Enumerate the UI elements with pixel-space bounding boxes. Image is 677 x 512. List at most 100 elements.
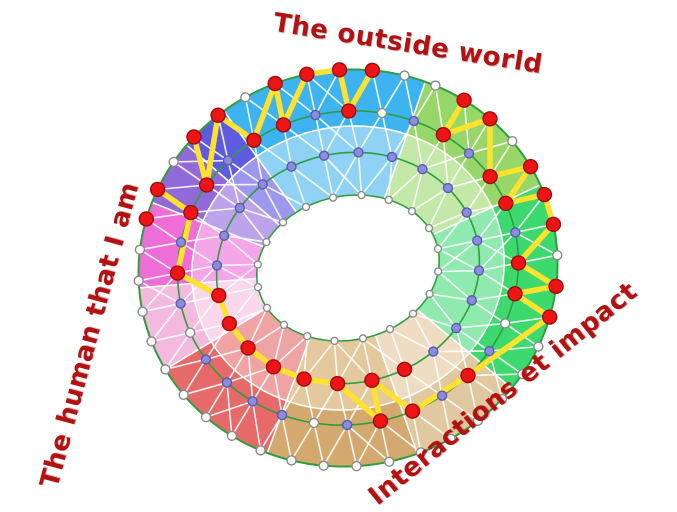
red-node-ring3-10 — [545, 216, 562, 233]
white-node-ring0-13 — [279, 320, 289, 330]
mesh-edge — [228, 286, 259, 325]
white-node-ring3-20 — [383, 456, 395, 467]
red-node-ring3-8 — [522, 158, 539, 175]
purple-node-ring2-20 — [247, 396, 258, 407]
mesh-edge — [231, 400, 254, 437]
red-node-ring2-16 — [372, 413, 389, 429]
mesh-edge — [437, 248, 480, 272]
purple-node-ring2-0 — [310, 109, 321, 121]
red-node-ring3-13 — [542, 309, 558, 325]
mesh-edge — [441, 395, 479, 422]
mesh-edge — [138, 280, 182, 305]
mesh-edge — [223, 235, 259, 266]
white-node-ring3-29 — [146, 336, 157, 347]
red-node-ring2-1 — [341, 103, 357, 119]
white-node-ring0-2 — [384, 195, 394, 205]
red-node-ring2-13 — [460, 367, 476, 384]
mesh-edge — [281, 414, 293, 461]
mesh-edge — [217, 115, 229, 161]
purple-node-ring2-8 — [510, 227, 521, 238]
white-node-ring2-18 — [308, 417, 320, 429]
mesh-edge — [216, 264, 259, 288]
white-node-ring3-31 — [133, 275, 144, 286]
red-node-ring2-25 — [169, 265, 186, 281]
mesh-edge — [332, 151, 360, 198]
mesh-edge — [437, 270, 473, 301]
purple-node-ring2-12 — [484, 345, 495, 357]
white-node-ring0-16 — [253, 260, 262, 269]
mesh-edge — [380, 420, 422, 454]
white-node-ring3-26 — [200, 411, 212, 423]
mesh-edge — [323, 155, 363, 196]
red-node-ring2-31 — [275, 117, 292, 133]
mesh-edge — [290, 166, 307, 208]
mesh-edge — [189, 294, 220, 334]
white-node-ring0-8 — [408, 309, 418, 318]
purple-node-ring2-22 — [200, 354, 212, 365]
mesh-edge — [262, 183, 307, 208]
mesh-edge — [412, 312, 457, 329]
red-node-ring3-36 — [186, 129, 202, 145]
purple-node-ring1-4 — [442, 182, 454, 194]
white-node-ring3-21 — [351, 460, 362, 472]
red-node-ring1-17 — [221, 315, 238, 332]
mesh-edge — [434, 85, 445, 135]
white-node-ring0-3 — [407, 206, 417, 216]
mesh-edge — [471, 299, 506, 325]
red-node-ring1-14 — [296, 371, 312, 387]
white-node-ring3-18 — [445, 433, 456, 444]
mesh-edge — [314, 69, 341, 116]
purple-node-ring2-14 — [436, 390, 448, 401]
mesh-edge — [476, 239, 519, 264]
white-node-ring0-7 — [425, 289, 434, 299]
mesh-edge — [411, 187, 449, 212]
mesh-edge — [180, 234, 225, 244]
purple-node-ring1-3 — [417, 163, 428, 175]
white-node-ring3-22 — [318, 460, 329, 471]
mesh-edge — [151, 331, 191, 343]
white-node-ring3-3 — [399, 70, 410, 81]
white-node-ring0-14 — [262, 303, 272, 313]
white-node-ring0-9 — [385, 324, 395, 334]
red-node-ring1-16 — [240, 340, 256, 356]
white-node-ring3-17 — [472, 415, 484, 426]
mesh-edge — [164, 332, 191, 370]
mesh-edge — [224, 234, 267, 243]
red-node-ring2-6 — [482, 168, 498, 185]
mesh-edge — [422, 152, 470, 170]
mesh-edge — [381, 75, 406, 114]
red-node-ring3-37 — [210, 107, 226, 123]
mesh-edge — [182, 358, 207, 396]
mesh-edge — [291, 165, 334, 199]
purple-node-ring2-19 — [276, 409, 288, 421]
mesh-edge — [514, 194, 546, 233]
mesh-edge — [413, 85, 437, 122]
red-node-ring3-33 — [138, 211, 154, 227]
purple-node-ring2-3 — [408, 115, 420, 127]
mesh-edge — [428, 187, 449, 229]
mesh-edge — [362, 337, 405, 371]
yellow-path-0 — [191, 67, 376, 188]
mesh-edge — [477, 231, 516, 242]
wheel-root — [133, 62, 564, 472]
mesh-edge — [403, 75, 415, 122]
mesh-edge — [216, 263, 258, 267]
white-node-ring3-4 — [430, 80, 441, 91]
purple-node-ring1-22 — [257, 179, 268, 190]
white-node-ring2-11 — [499, 318, 511, 329]
red-node-ring1-13 — [329, 375, 346, 392]
red-node-ring3-2 — [364, 62, 381, 79]
white-node-ring3-15 — [517, 368, 528, 380]
purple-node-ring2-24 — [175, 298, 186, 309]
mesh-edge — [218, 263, 259, 297]
mesh-edge — [476, 202, 507, 242]
purple-node-ring2-17 — [342, 419, 353, 431]
white-node-ring0-10 — [358, 334, 368, 343]
purple-node-ring1-10 — [428, 346, 439, 357]
mesh-edge — [412, 410, 452, 440]
red-node-ring2-10 — [507, 286, 523, 302]
white-node-ring0-18 — [278, 218, 288, 227]
white-node-ring0-0 — [328, 193, 338, 202]
red-node-ring3-0 — [299, 66, 315, 83]
